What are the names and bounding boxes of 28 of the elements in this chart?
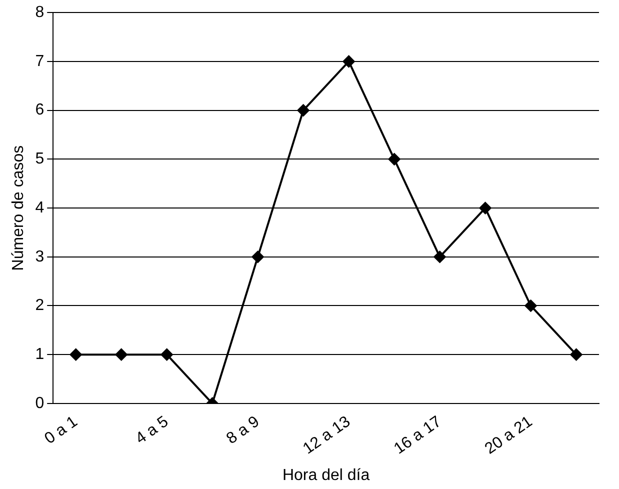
x-tick-label: 12 a 13 <box>300 413 354 458</box>
y-tick-label: 4 <box>35 199 44 216</box>
y-tick-label: 0 <box>35 394 44 412</box>
point <box>479 202 492 214</box>
point <box>252 250 264 263</box>
x-tick-label: 4 a 5 <box>132 413 172 448</box>
x-tick-label: 0 a 1 <box>42 413 81 448</box>
point <box>388 153 400 166</box>
point <box>570 348 582 361</box>
point <box>115 348 128 361</box>
y-tick-label: 7 <box>35 52 44 70</box>
y-tick-label: 8 <box>35 4 44 22</box>
point <box>434 250 446 263</box>
y-tick-label: 1 <box>35 346 44 364</box>
x-tick-label: 16 a 17 <box>391 413 445 458</box>
point <box>70 348 82 361</box>
x-tick-label: 8 a 9 <box>224 413 263 448</box>
point <box>160 348 173 361</box>
y-tick-label: 3 <box>35 248 44 266</box>
y-tick-label: 6 <box>35 102 44 119</box>
y-axis-title: Número de casos <box>10 145 28 271</box>
point <box>524 300 537 312</box>
point <box>297 104 310 116</box>
x-tick-label: 20 a 21 <box>482 413 536 458</box>
x-axis-title: Hora del día <box>282 466 370 484</box>
y-tick-label: 2 <box>35 297 44 314</box>
point <box>342 55 355 68</box>
y-tick-label: 5 <box>35 150 44 168</box>
